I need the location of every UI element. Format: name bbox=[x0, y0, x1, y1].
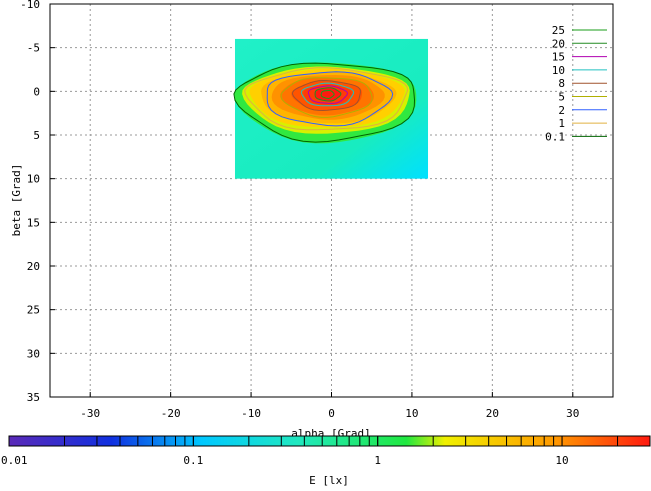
contour-line-0-1 bbox=[233, 62, 416, 143]
y-tick-label: -5 bbox=[27, 42, 40, 55]
colorbar-tick-label: 0.1 bbox=[183, 454, 203, 467]
contour-line-2 bbox=[266, 71, 394, 127]
y-tick-label: 10 bbox=[27, 173, 40, 186]
x-tick-label: -10 bbox=[241, 407, 261, 420]
contour-lines bbox=[233, 62, 416, 143]
heatmap-band bbox=[314, 87, 341, 101]
x-tick-label: 10 bbox=[405, 407, 418, 420]
x-tick-label: 0 bbox=[328, 407, 335, 420]
colorbar-tick-label: 10 bbox=[555, 454, 568, 467]
legend-label: 10 bbox=[552, 64, 565, 77]
colorbar-tick-label: 1 bbox=[374, 454, 381, 467]
contour-line-15 bbox=[307, 85, 348, 104]
y-tick-label: 35 bbox=[27, 391, 40, 404]
contour-line-10 bbox=[300, 82, 355, 107]
y-tick-label: 15 bbox=[27, 216, 40, 229]
contour-line-20 bbox=[314, 87, 342, 102]
y-tick-label: 30 bbox=[27, 347, 40, 360]
x-tick-label: 30 bbox=[566, 407, 579, 420]
legend-label: 0.1 bbox=[545, 130, 565, 143]
colorbar-tick-label: 0.01 bbox=[1, 454, 28, 467]
contour-line-8 bbox=[291, 79, 361, 112]
x-tick-label: 20 bbox=[486, 407, 499, 420]
colorbar-label: E [lx] bbox=[309, 474, 349, 486]
y-tick-label: -10 bbox=[20, 0, 40, 11]
x-tick-label: -20 bbox=[161, 407, 181, 420]
y-tick-label: 0 bbox=[33, 85, 40, 98]
y-axis-label: beta [Grad] bbox=[10, 164, 23, 237]
x-axis-ticks: -30 -20 -10 0 10 20 30 bbox=[80, 392, 579, 420]
y-axis-ticks: -10 -5 0 5 10 15 20 25 30 35 bbox=[20, 0, 55, 404]
legend-label: 8 bbox=[558, 77, 565, 90]
legend-label: 25 bbox=[552, 24, 565, 37]
contour-line-25 bbox=[320, 90, 335, 100]
legend-label: 2 bbox=[558, 104, 565, 117]
legend-label: 20 bbox=[552, 37, 565, 50]
y-tick-label: 20 bbox=[27, 260, 40, 273]
contour-line-1 bbox=[244, 67, 409, 131]
y-tick-label: 25 bbox=[27, 304, 40, 317]
legend-label: 1 bbox=[558, 117, 565, 130]
colorbar-ticks: 0.01 0.1 1 10 bbox=[1, 436, 651, 467]
y-tick-label: 5 bbox=[33, 129, 40, 142]
contour-line-5 bbox=[280, 77, 373, 118]
x-tick-label: -30 bbox=[80, 407, 100, 420]
legend-label: 15 bbox=[552, 51, 565, 64]
legend-label: 5 bbox=[558, 91, 565, 104]
